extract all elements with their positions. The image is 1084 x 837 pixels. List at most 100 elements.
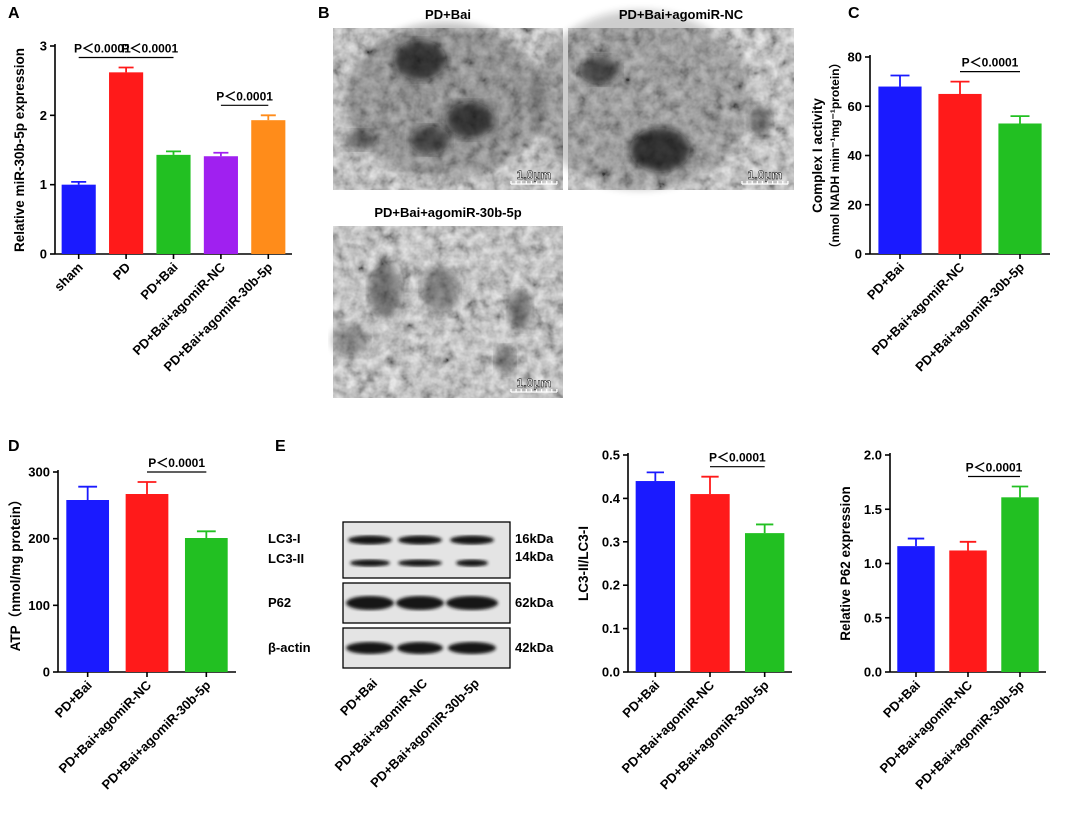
organelle bbox=[394, 40, 446, 80]
x-tick-label: PD+Bai+agomiR-NC bbox=[130, 259, 229, 358]
y-axis-title: ATP（nmol/mg protein） bbox=[8, 493, 23, 652]
panel-letter: E bbox=[275, 438, 286, 455]
bar bbox=[635, 481, 676, 672]
y-tick-label: 2 bbox=[40, 108, 47, 123]
y-tick-label: 60 bbox=[848, 99, 862, 114]
organelle bbox=[580, 56, 620, 84]
x-tick-label: PD+Bai+agomiR-30b-5p bbox=[912, 259, 1027, 374]
blot-band bbox=[348, 535, 392, 545]
blot-band bbox=[398, 535, 442, 545]
bar bbox=[998, 123, 1042, 254]
scale-bar bbox=[510, 389, 558, 393]
band-size: 16kDa bbox=[515, 531, 554, 546]
x-tick-label: PD+Bai+agomiR-NC bbox=[619, 677, 718, 776]
y-tick-label: 40 bbox=[848, 148, 862, 163]
organelle bbox=[508, 290, 532, 330]
scale-bar-label: 1.0μm bbox=[517, 376, 552, 390]
band-label: LC3-II bbox=[268, 551, 304, 566]
x-tick-label: PD+Bai bbox=[864, 260, 907, 303]
bar bbox=[203, 156, 238, 254]
error-bar bbox=[1011, 485, 1029, 498]
significance-label: P＜0.0001 bbox=[74, 41, 131, 55]
organelle bbox=[410, 126, 450, 154]
error-bar bbox=[907, 537, 925, 547]
x-tick-label: PD+Bai+agomiR-NC bbox=[877, 677, 976, 776]
error-bar bbox=[165, 150, 182, 155]
x-tick-label: PD+Bai bbox=[619, 678, 662, 721]
lane-label: PD+Bai bbox=[337, 676, 380, 719]
bar bbox=[949, 550, 987, 672]
organelle bbox=[422, 268, 458, 312]
organelle bbox=[344, 130, 376, 150]
x-tick-label: PD+Bai+agomiR-30b-5p bbox=[99, 677, 214, 792]
y-tick-label: 3 bbox=[40, 39, 47, 54]
y-tick-label: 0 bbox=[40, 247, 47, 262]
bar bbox=[690, 494, 730, 672]
error-bar bbox=[78, 485, 98, 500]
y-tick-label: 0.0 bbox=[864, 665, 882, 680]
band-size: 62kDa bbox=[515, 595, 554, 610]
x-tick-label: PD+Bai bbox=[52, 678, 95, 721]
error-bar bbox=[950, 80, 970, 94]
error-bar bbox=[196, 530, 216, 538]
blot-frame bbox=[342, 521, 511, 579]
micrograph bbox=[530, 10, 794, 190]
band-label: P62 bbox=[268, 595, 291, 610]
blot-band bbox=[346, 596, 394, 610]
blot-band bbox=[448, 642, 496, 654]
bar bbox=[109, 72, 144, 254]
y-tick-label: 200 bbox=[28, 531, 50, 546]
significance-label: P＜0.0001 bbox=[148, 456, 205, 470]
error-bar bbox=[646, 471, 664, 482]
bar bbox=[251, 120, 286, 254]
y-tick-label: 1.0 bbox=[864, 556, 882, 571]
organelle bbox=[495, 346, 515, 374]
error-bar bbox=[1010, 115, 1030, 124]
panel-letter: B bbox=[318, 5, 330, 22]
bar bbox=[61, 184, 96, 254]
scale-bar-label: 1.0μm bbox=[517, 168, 552, 182]
organelle bbox=[530, 10, 750, 190]
bar bbox=[125, 494, 169, 672]
x-tick-label: PD+Bai bbox=[880, 678, 923, 721]
y-tick-label: 0.4 bbox=[602, 491, 621, 506]
x-tick-label: PD+Bai+agomiR-30b-5p bbox=[657, 677, 772, 792]
blot-band bbox=[396, 596, 444, 610]
micrograph-title: PD+Bai bbox=[425, 7, 471, 22]
significance-label: P＜0.0001 bbox=[966, 460, 1023, 474]
blot-band bbox=[446, 596, 498, 610]
y-axis-title: （nmol NADH mim⁻¹mg⁻¹protein） bbox=[827, 57, 842, 255]
blot-band bbox=[350, 559, 390, 567]
organelle bbox=[332, 324, 368, 356]
y-axis-title: Complex I activity bbox=[810, 98, 825, 213]
y-tick-label: 20 bbox=[848, 197, 862, 212]
y-tick-label: 0.0 bbox=[602, 665, 620, 680]
organelle bbox=[369, 262, 401, 318]
bar bbox=[156, 154, 191, 254]
band-label: β-actin bbox=[268, 640, 311, 655]
blot-band bbox=[346, 642, 394, 654]
panel-letter: D bbox=[8, 438, 20, 455]
blot-band bbox=[450, 535, 494, 545]
y-tick-label: 0.1 bbox=[602, 621, 620, 636]
error-bar bbox=[213, 151, 229, 157]
y-axis-title: Relative P62 expression bbox=[838, 486, 853, 641]
y-tick-label: 0.5 bbox=[602, 448, 620, 463]
panel-letter: C bbox=[848, 5, 860, 22]
micrograph-title: PD+Bai+agomiR-30b-5p bbox=[374, 205, 521, 220]
bar bbox=[938, 93, 982, 254]
error-bar bbox=[118, 66, 134, 73]
band-size: 14kDa bbox=[515, 549, 554, 564]
panel-letter: A bbox=[8, 5, 20, 22]
lane-label: PD+Bai+agomiR-NC bbox=[332, 675, 431, 774]
y-tick-label: 0.3 bbox=[602, 534, 620, 549]
y-tick-label: 0 bbox=[43, 665, 50, 680]
error-bar bbox=[890, 74, 910, 87]
error-bar bbox=[71, 180, 87, 185]
bar bbox=[1001, 497, 1039, 672]
bar bbox=[744, 533, 785, 672]
error-bar bbox=[756, 523, 774, 534]
significance-label: P＜0.0001 bbox=[962, 56, 1019, 70]
lane-label: PD+Bai+agomiR-30b-5p bbox=[367, 675, 482, 790]
y-axis-title: Relative miR-30b-5p expression bbox=[12, 48, 27, 252]
